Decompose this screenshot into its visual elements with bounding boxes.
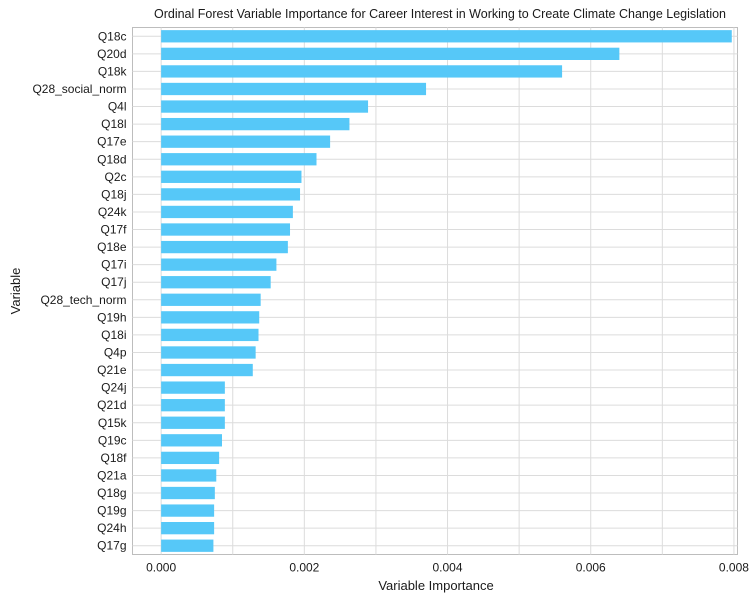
bar-Q18e	[161, 240, 288, 254]
category-label: Q18c	[98, 29, 127, 43]
bars	[161, 30, 732, 552]
x-tick-label: 0.000	[146, 561, 176, 575]
category-label: Q17g	[97, 539, 126, 553]
category-label: Q18i	[101, 328, 126, 342]
category-label: Q28_social_norm	[32, 82, 126, 96]
category-label: Q17f	[100, 223, 127, 237]
category-label: Q21e	[97, 363, 127, 377]
category-label: Q4l	[108, 100, 127, 114]
bar-Q24h	[161, 522, 215, 535]
category-label: Q18j	[101, 187, 126, 201]
category-label: Q19h	[97, 310, 126, 324]
category-label: Q28_tech_norm	[40, 293, 126, 307]
bar-Q19h	[161, 311, 260, 324]
bar-Q24k	[161, 205, 293, 219]
bar-Q21a	[161, 469, 217, 482]
category-label: Q21a	[97, 468, 127, 482]
bar-Q18i	[161, 328, 259, 342]
bar-Q15k	[161, 416, 225, 429]
bar-Q18c	[161, 30, 732, 43]
bar-Q21d	[161, 399, 225, 412]
bar-Q28_tech_norm	[161, 293, 261, 306]
bar-Q17f	[161, 223, 291, 236]
category-label: Q18g	[97, 486, 126, 500]
bar-Q17g	[161, 539, 214, 552]
bar-Q24j	[161, 381, 225, 394]
bar-Q4l	[161, 100, 369, 113]
category-label: Q2c	[104, 170, 126, 184]
y-axis-label: Variable	[8, 268, 23, 315]
category-label: Q20d	[97, 47, 126, 61]
category-label: Q24k	[98, 205, 128, 219]
x-axis-label: Variable Importance	[378, 578, 493, 593]
bar-Q18g	[161, 486, 215, 500]
category-label: Q24h	[97, 521, 126, 535]
category-label: Q17i	[101, 258, 126, 272]
category-label: Q18f	[100, 451, 127, 465]
category-label: Q18d	[97, 152, 126, 166]
category-label: Q19c	[98, 433, 127, 447]
bar-Q4p	[161, 346, 256, 359]
category-label: Q17e	[97, 135, 127, 149]
x-tick-label: 0.008	[719, 561, 749, 575]
bar-Q19c	[161, 434, 222, 447]
category-label: Q21d	[97, 398, 126, 412]
category-label: Q24j	[101, 381, 126, 395]
category-label: Q18l	[101, 117, 126, 131]
bar-Q17i	[161, 258, 277, 271]
category-labels: Q17g Q24h Q19g Q18g Q21a Q18f Q19c Q15k Q21d Q24j…	[32, 29, 127, 552]
category-label: Q19g	[97, 504, 126, 518]
bar-Q17e	[161, 135, 331, 148]
category-label: Q15k	[98, 416, 128, 430]
bar-Q2c	[161, 170, 302, 183]
category-label: Q17j	[101, 275, 126, 289]
category-label: Q18e	[97, 240, 127, 254]
bar-Q18f	[161, 451, 220, 465]
category-label: Q18k	[98, 64, 128, 78]
x-tick-label: 0.002	[289, 561, 319, 575]
bar-Q18l	[161, 117, 350, 131]
bar-Q20d	[161, 47, 620, 60]
plot-panel	[132, 27, 738, 555]
x-tick-label: 0.004	[433, 561, 463, 575]
bar-Q21e	[161, 363, 253, 377]
x-tick-labels: 0.000 0.002 0.004 0.006 0.008	[146, 561, 749, 575]
bar-Q18k	[161, 65, 563, 78]
bar-Q19g	[161, 504, 215, 517]
bar-Q28_social_norm	[161, 82, 427, 96]
bar-Q18d	[161, 153, 317, 166]
x-tick-label: 0.006	[576, 561, 606, 575]
bar-Q18j	[161, 188, 301, 201]
chart-title: Ordinal Forest Variable Importance for C…	[154, 7, 726, 21]
bar-Q17j	[161, 276, 271, 289]
category-label: Q4p	[104, 345, 127, 359]
